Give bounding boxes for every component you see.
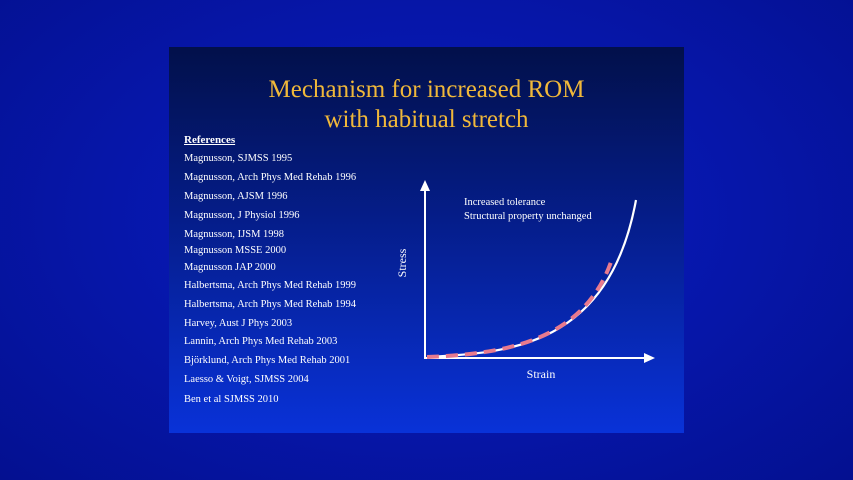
reference-item: Magnusson, Arch Phys Med Rehab 1996 — [184, 172, 357, 183]
reference-item: Magnusson, AJSM 1996 — [184, 191, 288, 202]
slide-title: Mechanism for increased ROM with habitua… — [169, 75, 684, 135]
reference-item: Harvey, Aust J Phys 2003 — [184, 318, 293, 329]
reference-item: Halbertsma, Arch Phys Med Rehab 1994 — [184, 299, 357, 310]
reference-item: Magnusson, IJSM 1998 — [184, 229, 285, 240]
stress-strain-curve — [426, 199, 638, 359]
reference-item: Ben et al SJMSS 2010 — [184, 394, 279, 405]
stress-strain-diagram: Stress Strain Increased tolerance Struct… — [395, 180, 655, 381]
reference-item: Magnusson JAP 2000 — [184, 262, 276, 273]
reference-item: Laesso & Voigt, SJMSS 2004 — [184, 374, 309, 385]
reference-item: Magnusson, J Physiol 1996 — [184, 210, 300, 221]
reference-item: Magnusson, SJMSS 1995 — [184, 153, 293, 164]
x-axis-arrow-icon — [644, 353, 655, 363]
title-line-1: Mechanism for increased ROM — [268, 76, 585, 103]
reference-item: Halbertsma, Arch Phys Med Rehab 1999 — [184, 280, 357, 291]
annotation-line-1: Increased tolerance — [464, 197, 546, 208]
reference-item: Magnusson MSSE 2000 — [184, 245, 287, 256]
x-axis-label: Strain — [527, 367, 556, 381]
references-heading: References — [184, 134, 236, 146]
annotation-line-2: Structural property unchanged — [464, 211, 592, 222]
y-axis-label: Stress — [395, 248, 409, 277]
slide: Mechanism for increased ROM with habitua… — [169, 47, 684, 433]
title-line-2: with habitual stretch — [324, 106, 529, 133]
y-axis-arrow-icon — [420, 180, 430, 191]
dashed-stress-strain-curve — [426, 258, 614, 359]
reference-item: Björklund, Arch Phys Med Rehab 2001 — [184, 355, 351, 366]
reference-item: Lannin, Arch Phys Med Rehab 2003 — [184, 336, 338, 347]
